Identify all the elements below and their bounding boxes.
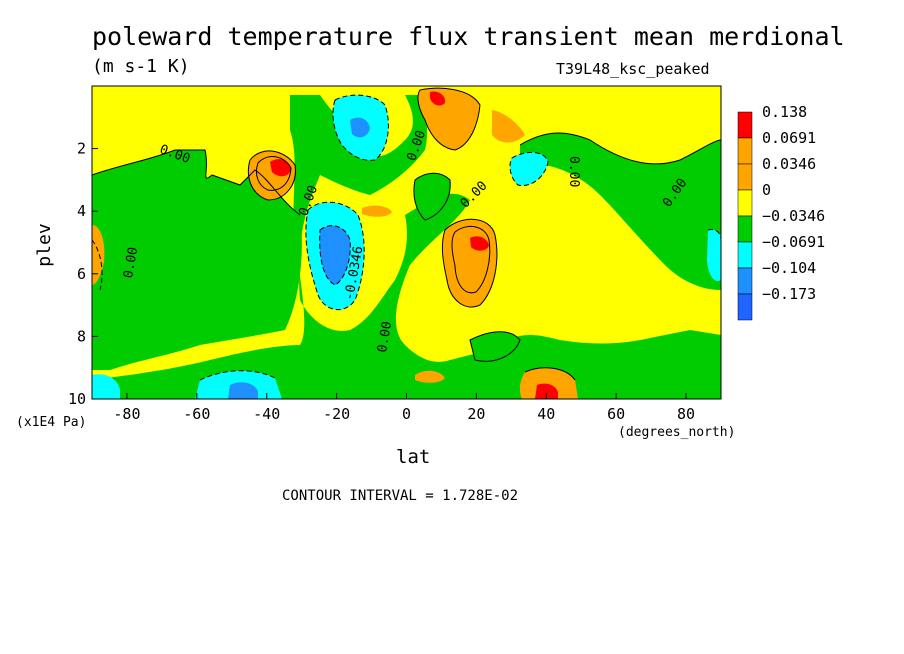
x-tick-label: 40 xyxy=(537,405,555,423)
x-tick-label: 20 xyxy=(467,405,485,423)
fill-neg-cyan-3 xyxy=(510,152,548,186)
y-tick-label: 6 xyxy=(77,265,86,283)
y-tick-label: 4 xyxy=(77,202,86,220)
contour-fill xyxy=(92,86,721,399)
legend-label: −0.0691 xyxy=(762,233,825,251)
chart-title: poleward temperature flux transient mean… xyxy=(92,22,845,51)
legend-label: 0.138 xyxy=(762,103,807,121)
fill-max-3 xyxy=(470,236,489,251)
fill-neg-region-west xyxy=(92,150,302,370)
x-tick-label: 80 xyxy=(677,405,695,423)
x-tick-label: -40 xyxy=(253,405,280,423)
fill-neg-blue-3 xyxy=(228,382,258,399)
y-tick-label: 10 xyxy=(68,390,86,408)
fill-max-4 xyxy=(535,383,558,399)
color-legend: 0.138 0.0691 0.0346 0 −0.0346 −0.0691 −0.104 −0… xyxy=(737,103,825,321)
fill-max-2 xyxy=(430,91,446,106)
legend-label: −0.104 xyxy=(762,259,816,277)
fill-pos-blob-s2 xyxy=(415,370,445,383)
chart-units: (m s-1 K) xyxy=(92,56,190,77)
fill-max-1 xyxy=(270,159,291,177)
fill-neg-cyan-6 xyxy=(707,229,721,281)
fill-pos-blob-sw2 xyxy=(92,225,105,285)
fill-neg-patch-2 xyxy=(470,331,520,362)
legend-swatch xyxy=(737,163,753,191)
fill-pos-blob-north xyxy=(417,88,480,150)
fill-neg-region-center xyxy=(92,95,721,399)
y-axis-units: (x1E4 Pa) xyxy=(16,415,87,430)
fill-pos-blob-small xyxy=(362,205,392,217)
fill-neg-blue-2 xyxy=(350,117,370,138)
fill-neg-blue-1 xyxy=(319,225,351,285)
fill-pos-blob-s xyxy=(519,367,578,399)
fill-pos-blob-ne xyxy=(492,110,525,143)
y-tick-label: 8 xyxy=(77,327,86,345)
x-tick-label: -60 xyxy=(183,405,210,423)
legend-label: −0.0346 xyxy=(762,207,825,225)
legend-label: 0 xyxy=(762,181,771,199)
x-axis: -80 -60 -40 -20 0 20 40 60 80 xyxy=(113,393,695,423)
legend-swatch xyxy=(737,293,753,321)
fill-neg-cyan-5 xyxy=(92,374,120,399)
fill-neg-patch-3 xyxy=(678,338,695,360)
legend-label: 0.0346 xyxy=(762,155,816,173)
legend-swatch xyxy=(737,189,753,217)
fill-neg-patch-1 xyxy=(413,173,451,220)
legend-swatch xyxy=(737,267,753,295)
y-axis: 2 4 6 8 10 xyxy=(68,140,98,408)
run-label: T39L48_ksc_peaked xyxy=(556,60,710,78)
x-tick-label: 60 xyxy=(607,405,625,423)
contour-lines-negative xyxy=(92,94,721,381)
fill-neg-region-east xyxy=(520,133,721,290)
contour-lines xyxy=(92,87,721,381)
contour-interval: CONTOUR INTERVAL = 1.728E-02 xyxy=(282,488,519,504)
x-axis-label: lat xyxy=(396,446,431,468)
x-tick-label: 0 xyxy=(402,405,411,423)
y-tick-label: 2 xyxy=(77,140,86,158)
legend-swatch xyxy=(737,215,753,243)
legend-swatch xyxy=(737,137,753,165)
contour-label: 0.00 xyxy=(566,156,581,187)
legend-swatch xyxy=(737,111,753,139)
x-tick-label: -20 xyxy=(323,405,350,423)
x-axis-units: (degrees_north) xyxy=(618,425,736,440)
contour-label: 0.00 xyxy=(121,246,141,279)
y-axis-label: plev xyxy=(34,223,55,266)
legend-label: 0.0691 xyxy=(762,129,816,147)
contour-label: 0.00 xyxy=(375,320,395,353)
x-tick-label: -80 xyxy=(113,405,140,423)
legend-label: −0.173 xyxy=(762,285,816,303)
legend-swatch xyxy=(737,241,753,269)
